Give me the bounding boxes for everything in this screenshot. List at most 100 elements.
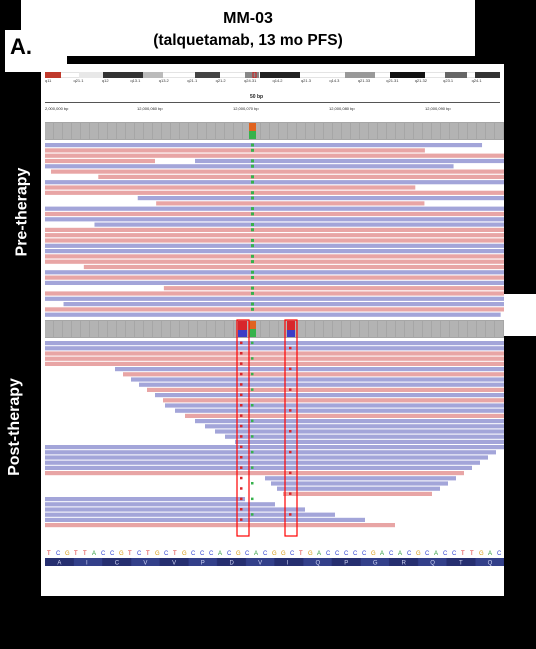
genomic-ruler: 50 bp 2,000,000 bp 12,000,060 bp 12,000,… <box>45 90 500 116</box>
read <box>45 523 395 528</box>
read <box>195 419 504 424</box>
sequence-base: C <box>164 551 169 557</box>
variant-mark <box>251 404 254 407</box>
read <box>45 211 504 217</box>
ideogram-band-label: q12 <box>101 78 109 83</box>
sequence-base: G <box>155 551 160 557</box>
ideogram-band-label: q21.1 <box>73 78 84 83</box>
ideogram-band-label: q21.31 <box>386 78 399 83</box>
sequence-base: A <box>317 551 321 557</box>
coverage-bin <box>99 123 107 139</box>
sequence-base: G <box>479 551 484 557</box>
coverage-bin <box>45 321 53 337</box>
coverage-bin <box>360 321 368 337</box>
variant-mark <box>251 175 254 179</box>
coverage-bin <box>369 123 377 139</box>
coverage-bin <box>459 123 467 139</box>
sequence-base: C <box>56 551 61 557</box>
read <box>277 486 440 491</box>
coverage-variant-red <box>287 321 295 330</box>
sequence-base: C <box>497 551 502 557</box>
read <box>45 280 504 285</box>
variant-mark <box>251 228 254 232</box>
variant-mark <box>240 487 243 490</box>
read <box>45 346 504 351</box>
sequence-base: A <box>398 551 402 557</box>
sequence-base: C <box>344 551 349 557</box>
sequence-base: A <box>380 551 384 557</box>
read <box>139 382 504 387</box>
coverage-bin <box>198 123 206 139</box>
ruler-tick-label: 12,000,090 bp <box>425 106 451 111</box>
variant-mark <box>251 148 254 152</box>
read <box>51 169 504 174</box>
read <box>45 270 504 275</box>
amino-acid-cell <box>303 558 332 566</box>
coverage-bin <box>189 321 197 337</box>
coverage-variant-red <box>249 123 256 131</box>
amino-acid-label: V <box>172 561 176 567</box>
read <box>45 254 504 259</box>
variant-mark <box>251 341 254 345</box>
coverage-bin <box>423 123 431 139</box>
ruler-tick-label: 12,000,060 bp <box>137 106 163 111</box>
amino-acid-cell <box>446 558 476 566</box>
coverage-bin <box>180 123 188 139</box>
variant-mark <box>251 466 254 469</box>
coverage-bin <box>189 123 197 139</box>
sequence-base: G <box>272 551 277 557</box>
coverage-bin <box>72 123 80 139</box>
amino-acid-cell <box>131 558 160 566</box>
variant-mark <box>251 276 254 279</box>
sequence-base: T <box>461 551 465 557</box>
read <box>45 465 472 470</box>
read <box>45 243 504 248</box>
coverage-bin <box>378 321 386 337</box>
read <box>225 434 504 439</box>
coverage-bin <box>81 321 89 337</box>
amino-acid-cell <box>160 558 189 566</box>
sequence-base: C <box>353 551 358 557</box>
read <box>283 491 432 496</box>
read <box>45 445 504 450</box>
coverage-bin <box>117 123 125 139</box>
variant-mark <box>251 223 254 226</box>
read <box>131 377 504 382</box>
ideogram-band-label: q24.1 <box>471 78 482 83</box>
coverage-bin <box>180 321 188 337</box>
coverage-bin <box>477 321 485 337</box>
amino-acid-cell <box>360 558 389 566</box>
ideogram-band-label: q21.32 <box>414 78 427 83</box>
coverage-bin <box>117 321 125 337</box>
coverage-bin <box>270 123 278 139</box>
variant-mark <box>251 307 254 311</box>
read <box>215 429 504 434</box>
coverage-bin <box>414 321 422 337</box>
amino-acid-label: C <box>115 561 120 567</box>
chromosome-ideogram[interactable] <box>45 72 500 78</box>
variant-mark <box>289 513 292 516</box>
coverage-bin <box>99 321 107 337</box>
ideogram-band-label: q21.1 <box>187 78 198 83</box>
coverage-bin <box>162 123 170 139</box>
sequence-base: G <box>308 551 313 557</box>
coverage-bin <box>459 321 467 337</box>
figure-title-box: MM-03 (talquetamab, 13 mo PFS) <box>21 0 475 56</box>
coverage-bin <box>72 321 80 337</box>
coverage-bin <box>333 321 341 337</box>
read <box>63 302 504 307</box>
amino-acid-label: R <box>402 561 407 567</box>
variant-mark <box>240 352 243 355</box>
sequence-base: C <box>290 551 295 557</box>
read <box>94 222 504 227</box>
sequence-base: T <box>173 551 177 557</box>
coverage-bin <box>261 321 269 337</box>
coverage-bin <box>387 123 395 139</box>
gene-label: GPRC5D <box>273 637 319 649</box>
ideogram-band-label: q14.2 <box>272 78 283 83</box>
coverage-bin <box>144 321 152 337</box>
sequence-base: T <box>128 551 132 557</box>
variant-mark <box>240 341 243 345</box>
variant-mark <box>251 450 254 454</box>
